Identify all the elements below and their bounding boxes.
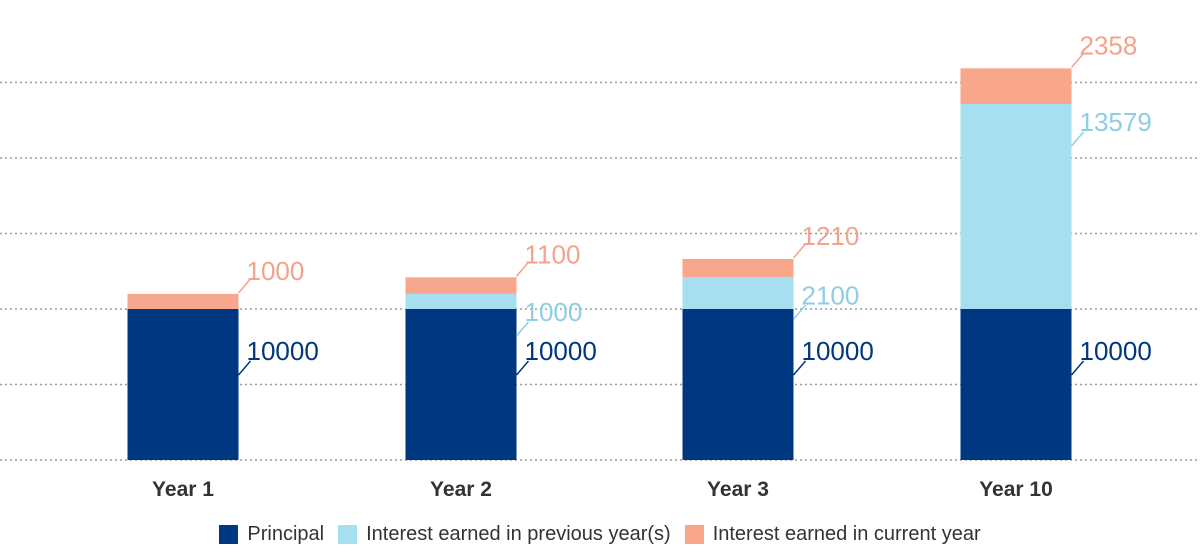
legend-swatch-principal [219, 524, 239, 544]
legend: Principal Interest earned in previous ye… [0, 519, 1200, 549]
legend-item-principal: Principal [219, 523, 324, 546]
data-label-leader [515, 321, 530, 337]
x-tick-label: Year 1 [152, 478, 214, 501]
bar-segment-current-interest [960, 68, 1072, 104]
bar-segment-current-interest [127, 293, 239, 309]
data-label-leader [792, 243, 807, 259]
data-label-leader [237, 360, 252, 376]
x-tick-label: Year 10 [979, 478, 1053, 501]
data-label-current-interest: 1210 [802, 221, 860, 251]
legend-label-previous-interest: Interest earned in previous year(s) [366, 522, 671, 545]
data-label-current-interest: 2358 [1080, 30, 1138, 60]
stacked-bar-chart: 10000 1000 10000 1000 1100 10000 2100 1210 10000… [0, 30, 1200, 501]
bar-segment-previous-interest [960, 103, 1072, 310]
data-label-previous-interest: 13579 [1080, 107, 1152, 137]
bar-segment-current-interest [405, 277, 517, 294]
data-labels: 10000 1000 10000 1000 1100 10000 2100 1210 10000… [237, 30, 1152, 376]
data-label-principal: 10000 [525, 336, 597, 366]
data-label-current-interest: 1000 [247, 256, 305, 286]
legend-swatch-current-interest [684, 524, 704, 544]
data-label-previous-interest: 2100 [802, 280, 860, 310]
data-label-principal: 10000 [247, 336, 319, 366]
data-label-previous-interest: 1000 [525, 297, 583, 327]
bar-segment-principal [405, 309, 517, 460]
legend-label-current-interest: Interest earned in current year [712, 522, 981, 545]
data-label-leader [1070, 52, 1085, 68]
data-label-leader [792, 360, 807, 376]
data-label-leader [1070, 360, 1085, 376]
data-label-leader [1070, 131, 1085, 147]
data-label-leader [792, 304, 807, 320]
bars [127, 68, 1072, 460]
bar-segment-principal [682, 309, 794, 460]
data-label-leader [237, 278, 252, 294]
legend-item-previous-interest: Interest earned in previous year(s) [338, 523, 671, 546]
bar-segment-previous-interest [682, 277, 794, 309]
bar-segment-current-interest [682, 259, 794, 278]
legend-label-principal: Principal [247, 522, 325, 545]
bar-segment-principal [960, 309, 1072, 460]
data-label-leader [515, 360, 530, 376]
data-label-principal: 10000 [1080, 336, 1152, 366]
data-label-leader [515, 261, 530, 277]
legend-swatch-previous-interest [338, 524, 358, 544]
data-label-principal: 10000 [802, 336, 874, 366]
bar-segment-principal [127, 309, 239, 460]
data-label-current-interest: 1100 [525, 239, 581, 269]
x-tick-label: Year 3 [707, 478, 769, 501]
x-tick-labels: Year 1 Year 2 Year 3 Year 10 [152, 478, 1053, 501]
bar-segment-previous-interest [405, 293, 517, 309]
legend-item-current-interest: Interest earned in current year [684, 522, 981, 546]
x-tick-label: Year 2 [430, 478, 492, 501]
